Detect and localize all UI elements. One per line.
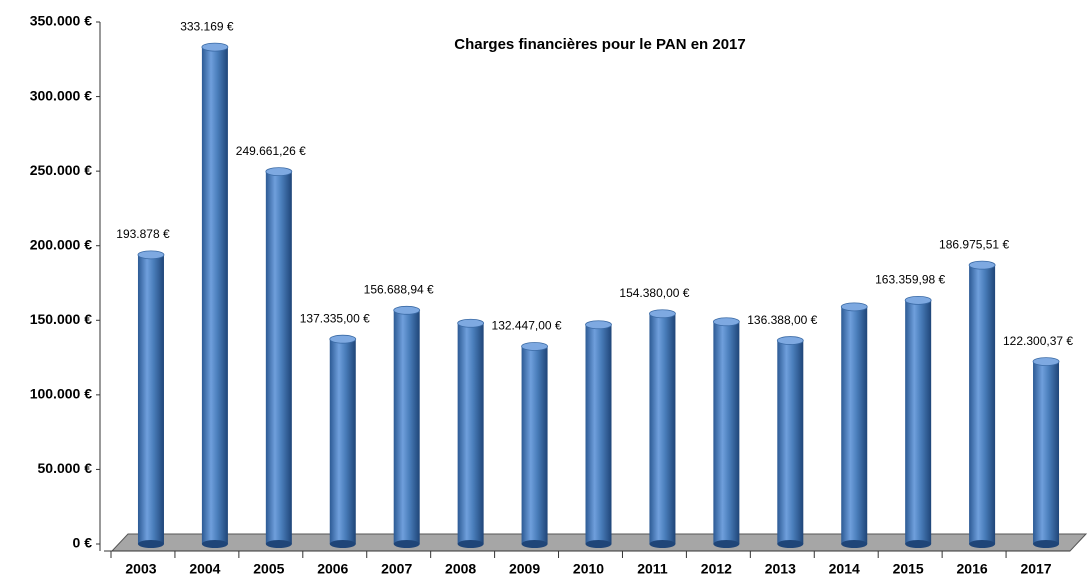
bar bbox=[905, 300, 932, 544]
bar-cap bbox=[904, 295, 932, 305]
bar bbox=[137, 254, 164, 544]
x-tick-label: 2015 bbox=[893, 561, 924, 577]
value-label: 193.878 € bbox=[116, 227, 170, 241]
bar-base bbox=[969, 540, 996, 548]
value-label: 156.688,94 € bbox=[364, 282, 434, 296]
bar-base bbox=[777, 540, 804, 548]
x-tick-label: 2012 bbox=[701, 561, 732, 577]
bar-cap bbox=[457, 318, 485, 328]
bar-base bbox=[585, 540, 612, 548]
x-tick-label: 2007 bbox=[381, 561, 412, 577]
y-tick-label: 300.000 € bbox=[30, 87, 92, 103]
y-tick-label: 0 € bbox=[73, 535, 93, 551]
value-label: 154.380,00 € bbox=[619, 286, 689, 300]
bar-base bbox=[1033, 540, 1060, 548]
chart-title: Charges financières pour le PAN en 2017 bbox=[454, 36, 746, 53]
bar-base bbox=[265, 540, 292, 548]
bar-base bbox=[457, 540, 484, 548]
value-label: 333.169 € bbox=[180, 19, 234, 33]
value-label: 122.300,37 € bbox=[1003, 334, 1073, 348]
y-tick-label: 250.000 € bbox=[30, 162, 92, 178]
bar bbox=[841, 306, 868, 544]
y-tick-label: 50.000 € bbox=[38, 460, 93, 476]
x-tick-label: 2005 bbox=[253, 561, 284, 577]
bar-cap bbox=[201, 42, 229, 52]
bar bbox=[393, 310, 420, 544]
bar bbox=[1033, 361, 1060, 544]
x-tick-label: 2011 bbox=[637, 561, 668, 577]
value-label: 137.335,00 € bbox=[300, 311, 370, 325]
bar-cap bbox=[649, 309, 676, 319]
x-tick-label: 2017 bbox=[1020, 561, 1051, 577]
value-label: 186.975,51 € bbox=[939, 237, 1009, 251]
x-tick-label: 2004 bbox=[189, 561, 220, 577]
bar-cap bbox=[329, 334, 357, 344]
bar bbox=[265, 171, 292, 544]
bar-base bbox=[521, 540, 548, 548]
bar-cap bbox=[840, 302, 868, 312]
bar-base bbox=[137, 540, 164, 548]
y-tick-label: 200.000 € bbox=[30, 236, 92, 252]
bar-cap bbox=[137, 250, 165, 260]
x-tick-label: 2006 bbox=[317, 561, 348, 577]
x-tick-label: 2009 bbox=[509, 561, 540, 577]
x-tick-label: 2003 bbox=[125, 561, 156, 577]
bar bbox=[777, 340, 804, 544]
bar-cap bbox=[585, 320, 612, 330]
bar-base bbox=[393, 540, 420, 548]
value-label: 249.661,26 € bbox=[236, 144, 306, 158]
y-tick-label: 100.000 € bbox=[30, 386, 92, 402]
bar-base bbox=[329, 540, 356, 548]
bar-cap bbox=[712, 317, 740, 327]
x-tick-label: 2013 bbox=[765, 561, 796, 577]
bar bbox=[585, 324, 612, 544]
bar bbox=[521, 346, 548, 544]
value-label: 132.447,00 € bbox=[492, 319, 562, 333]
bar-cap bbox=[393, 305, 421, 315]
x-tick-label: 2010 bbox=[573, 561, 604, 577]
value-label: 163.359,98 € bbox=[875, 273, 945, 287]
bar-base bbox=[713, 540, 740, 548]
bar bbox=[649, 313, 676, 544]
bar bbox=[969, 265, 996, 544]
y-tick-label: 350.000 € bbox=[30, 13, 92, 29]
y-tick-label: 150.000 € bbox=[30, 311, 92, 327]
x-tick-label: 2008 bbox=[445, 561, 476, 577]
bar bbox=[329, 339, 356, 544]
bar bbox=[457, 323, 484, 544]
bar-cap bbox=[776, 336, 804, 345]
bar-base bbox=[905, 540, 932, 548]
bar-cap bbox=[968, 260, 996, 270]
x-tick-label: 2014 bbox=[829, 561, 860, 577]
bar-cap bbox=[265, 167, 293, 177]
bar-base bbox=[201, 540, 228, 548]
value-label: 136.388,00 € bbox=[747, 313, 817, 327]
bar-cap bbox=[521, 342, 548, 351]
bar bbox=[201, 47, 228, 544]
bar-cap bbox=[1032, 357, 1060, 366]
bar-base bbox=[649, 540, 676, 548]
bar-base bbox=[841, 540, 868, 548]
bar bbox=[713, 321, 740, 544]
x-tick-label: 2016 bbox=[957, 561, 988, 577]
